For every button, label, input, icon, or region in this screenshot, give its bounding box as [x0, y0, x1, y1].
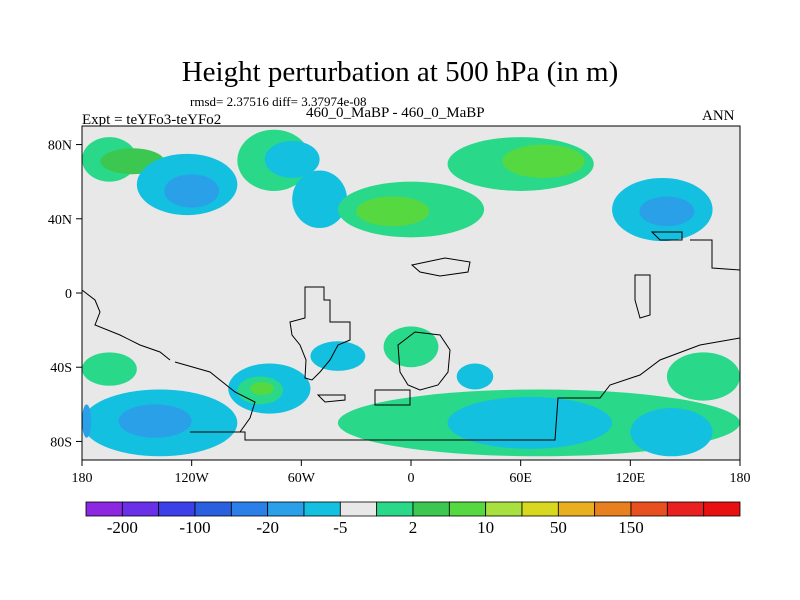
coastline-antarctica [190, 337, 740, 441]
colorbar-swatch-12 [521, 501, 559, 517]
coastline-north-america-east [82, 289, 171, 361]
coastline-south-america [289, 286, 351, 381]
contour-region-24 [630, 408, 713, 457]
colorbar-swatch-2 [158, 501, 196, 517]
colorbar-swatch-8 [376, 501, 414, 517]
x-tick-label-6: 180 [730, 471, 751, 486]
coastline-island-africa-south [374, 389, 411, 406]
y-tick-label-2: 0 [65, 287, 72, 302]
contour-region-3 [164, 174, 220, 208]
contour-region-15 [118, 404, 192, 438]
colorbar-swatch-14 [594, 501, 632, 517]
continent-outlines [82, 231, 740, 441]
case-label: 460_0_MaBP - 460_0_MaBP [306, 105, 485, 121]
colorbar-label-5: 10 [477, 518, 494, 537]
coastline-asia-north [650, 231, 683, 241]
colorbar-swatch-3 [194, 501, 232, 517]
x-tick-label-1: 120W [175, 471, 210, 486]
contour-region-23 [447, 396, 613, 449]
y-tick-label-0: 80N [48, 139, 72, 154]
x-tick-label-3: 0 [408, 471, 415, 486]
colorbar-swatch-17 [703, 501, 741, 517]
y-tick-label-1: 40N [48, 213, 72, 228]
colorbar-swatch-9 [412, 501, 450, 517]
season-label: ANN [702, 108, 735, 124]
contour-region-5 [264, 140, 320, 178]
coastline-asia-east [690, 239, 740, 271]
map-axes: 180 120W 60W 0 60E 120E 180 80N 40N 0 40S 80S [48, 139, 751, 486]
contour-region-26 [82, 404, 92, 438]
coastline-antarctic-peninsula [174, 361, 256, 433]
colorbar-swatch-4 [230, 501, 269, 517]
contour-region-19 [310, 341, 366, 371]
x-tick-label-0: 180 [72, 471, 93, 486]
coastline-eurasia [410, 257, 471, 277]
colorbar-label-2: -20 [256, 518, 279, 537]
colorbar-label-7: 150 [618, 518, 644, 537]
x-tick-label-5: 120E [616, 471, 646, 486]
coastline-australia [634, 274, 651, 319]
colorbar-label-3: -5 [333, 518, 347, 537]
contour-region-10 [502, 144, 585, 178]
map-field [82, 126, 740, 460]
colorbar-label-6: 50 [550, 518, 567, 537]
colorbar-swatch-1 [121, 501, 160, 517]
y-tick-label-3: 40S [50, 361, 72, 376]
colorbar-swatch-16 [666, 501, 705, 517]
colorbar-label-4: 2 [409, 518, 418, 537]
experiment-label: Expt = teYFo3-teYFo2 [82, 112, 222, 128]
colorbar-swatch-7 [339, 501, 378, 517]
contour-region-8 [356, 196, 430, 227]
colorbar-label-0: -200 [107, 518, 138, 537]
contour-region-20 [383, 326, 439, 368]
x-tick-label-2: 60W [288, 471, 316, 486]
colorbar-swatch-10 [448, 501, 487, 517]
stats-label: rmsd= 2.37516 diff= 3.37974e-08 [190, 94, 367, 109]
contour-region-6 [292, 170, 348, 229]
x-tick-label-4: 60E [509, 471, 532, 486]
plot-title: Height perturbation at 500 hPa (in m) [181, 56, 619, 88]
coastline-africa [397, 331, 451, 391]
contour-region-18 [250, 382, 274, 396]
colorbar-swatch-15 [630, 501, 668, 517]
colorbar-label-1: -100 [179, 518, 210, 537]
colorbar-swatch-0 [85, 501, 123, 517]
colorbar-swatch-6 [303, 501, 341, 517]
colorbar-swatch-5 [267, 501, 305, 517]
contour-region-13 [82, 352, 137, 386]
contour-region-25 [666, 352, 740, 401]
colorbar-swatch-11 [485, 501, 523, 517]
y-tick-label-4: 80S [50, 435, 72, 450]
contour-region-21 [456, 363, 494, 390]
coastline-island-south [316, 394, 346, 403]
colorbar: -200 -100 -20 -5 2 10 50 150 [85, 501, 741, 537]
colorbar-swatch-13 [557, 501, 596, 517]
contour-region-12 [639, 196, 695, 227]
